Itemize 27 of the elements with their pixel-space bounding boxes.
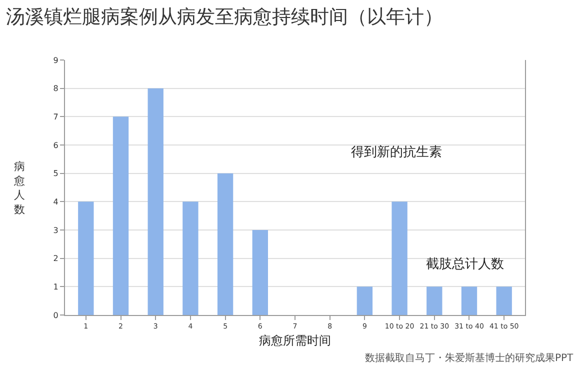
annotation: 截肢总计人数: [426, 257, 504, 272]
bar: [461, 286, 478, 315]
y-tick-label: 3: [53, 226, 58, 235]
bar: [182, 202, 198, 315]
y-tick-label: 4: [53, 197, 58, 206]
y-tick-label: 7: [53, 112, 58, 122]
y-tick-label: 2: [53, 254, 58, 264]
bar: [252, 230, 268, 315]
bar: [112, 116, 129, 315]
y-tick-label: 8: [53, 84, 58, 94]
bar: [217, 173, 234, 315]
y-axis-title: 病愈人数: [13, 160, 25, 216]
y-tick-label: 9: [53, 56, 58, 65]
y-tick-label: 5: [53, 169, 58, 178]
text: 数据截取自马丁・朱爱斯基博士的研究成果PPT: [365, 352, 574, 364]
bar: [148, 88, 164, 315]
bar: [426, 286, 442, 315]
annotation: 得到新的抗生素: [351, 145, 442, 160]
bar: [496, 286, 512, 315]
bar: [356, 286, 373, 315]
y-tick-label: 1: [53, 282, 58, 292]
y-tick-label: 0: [53, 310, 58, 320]
chart-title: 汤溪镇烂腿病案例从病发至病愈持续时间（以年计）: [6, 6, 443, 28]
bar: [78, 202, 94, 315]
y-tick-label: 6: [53, 140, 58, 150]
bar: [392, 202, 408, 315]
x-axis-title: 病愈所需时间: [259, 333, 331, 348]
